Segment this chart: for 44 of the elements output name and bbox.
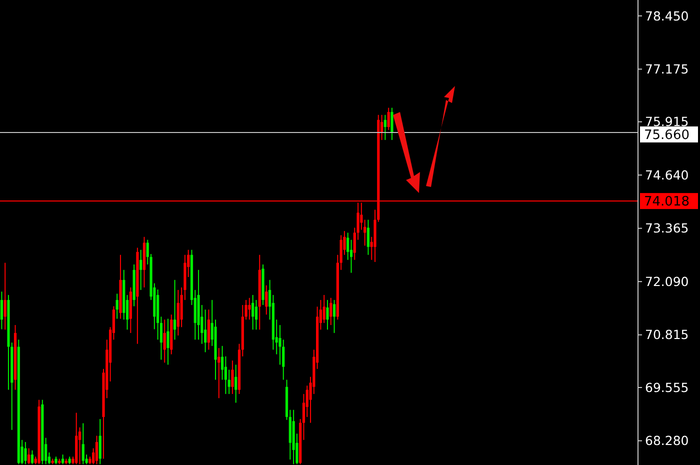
candlestick xyxy=(30,450,34,465)
y-tick-label: 74.640 xyxy=(645,167,689,182)
y-tick-label: 77.175 xyxy=(645,62,689,77)
candlestick xyxy=(218,348,220,399)
candlestick xyxy=(116,293,118,320)
candlestick xyxy=(204,309,207,353)
candlestick xyxy=(28,448,30,465)
candlestick xyxy=(163,319,166,364)
candlestick xyxy=(176,289,180,336)
candlestick xyxy=(166,318,170,366)
candlestick xyxy=(390,107,394,140)
candlestick xyxy=(366,219,370,256)
y-tick-label: 75.915 xyxy=(645,114,689,130)
candlestick xyxy=(231,360,234,394)
ref-line-label: 74.018 xyxy=(644,194,690,210)
candlestick xyxy=(332,299,336,334)
candlestick xyxy=(252,294,254,330)
candlestick xyxy=(322,294,326,324)
candlestick xyxy=(98,418,102,465)
ref-line-label: 75.660 xyxy=(644,128,690,143)
candlestick xyxy=(140,249,142,290)
candlestick xyxy=(254,299,258,330)
candlestick xyxy=(61,454,64,465)
candlestick xyxy=(326,299,329,330)
candlestick xyxy=(4,262,6,330)
candlestick xyxy=(248,297,251,320)
candlestick xyxy=(0,291,3,330)
y-tick-label: 72.090 xyxy=(645,274,689,289)
candlestick xyxy=(173,279,176,340)
y-tick-label: 78.450 xyxy=(645,8,689,24)
candlestick xyxy=(330,297,332,326)
candlestick xyxy=(234,364,238,404)
candlestick xyxy=(265,284,268,316)
y-tick-label: 70.815 xyxy=(645,327,689,342)
y-tick-label: 68.280 xyxy=(645,433,689,448)
candlestick xyxy=(387,107,390,130)
candlestick xyxy=(384,114,386,140)
candlestick xyxy=(82,422,84,465)
y-tick-label: 73.365 xyxy=(645,220,689,236)
y-tick-label: 69.555 xyxy=(645,380,689,395)
candlestick xyxy=(228,369,230,394)
candlestick xyxy=(95,435,98,465)
candlestick xyxy=(207,309,210,350)
candlestick xyxy=(24,442,27,465)
